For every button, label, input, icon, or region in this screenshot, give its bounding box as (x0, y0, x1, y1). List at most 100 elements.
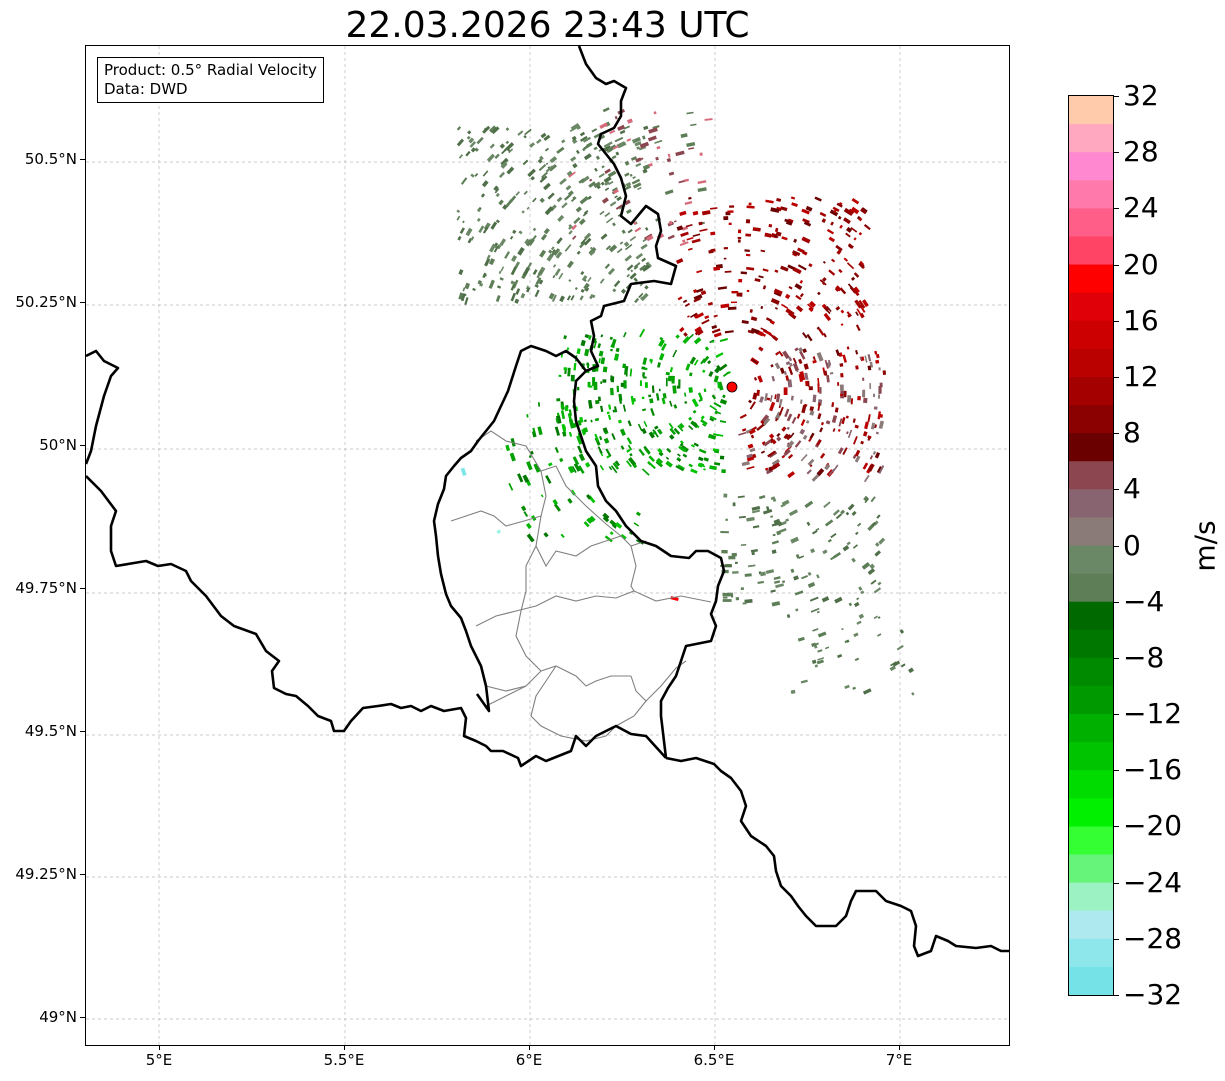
radar-echo-pixel (568, 431, 573, 437)
radar-echo-pixel (771, 549, 777, 554)
radar-echo-pixel (808, 437, 812, 443)
radar-echo-pixel (585, 142, 593, 148)
radar-echo-pixel (680, 133, 688, 139)
colorbar-segment (1069, 152, 1113, 181)
radar-echo-pixel (863, 495, 869, 502)
radar-echo-pixel (846, 541, 851, 546)
radar-echo-pixel (488, 125, 497, 133)
radar-echo-pixel (690, 312, 698, 318)
radar-echo-pixel (599, 122, 608, 129)
radar-echo-pixel (458, 292, 464, 300)
radar-echo-pixel (568, 409, 572, 416)
radar-echo-pixel (711, 324, 718, 330)
radar-echo-pixel (867, 354, 872, 362)
radar-echo-pixel (541, 171, 548, 179)
radar-echo-pixel (614, 195, 618, 199)
radar-echo-pixel (560, 410, 566, 420)
radar-echo-pixel (839, 224, 843, 229)
radar-echo-pixel (644, 382, 648, 388)
radar-echo-pixel (572, 456, 580, 466)
radar-echo-pixel (843, 217, 851, 225)
radar-echo-pixel (850, 398, 854, 405)
radar-echo-pixel (498, 199, 504, 206)
radar-echo-pixel (771, 521, 781, 527)
radar-echo-pixel (664, 189, 674, 196)
radar-echo-pixel (867, 568, 876, 576)
radar-echo-pixel (770, 364, 774, 368)
radar-echo-pixel (731, 291, 739, 294)
radar-echo-pixel (522, 266, 530, 277)
radar-echo-pixel (713, 375, 719, 383)
radar-echo-pixel (799, 350, 806, 360)
radar-echo-pixel (633, 182, 642, 189)
radar-echo-pixel (788, 356, 793, 362)
colorbar-segment (1069, 264, 1113, 294)
radar-echo-pixel (509, 235, 514, 240)
radar-echo-pixel (532, 269, 538, 276)
radar-echo-pixel (855, 531, 859, 536)
radar-echo-pixel (835, 244, 843, 252)
colorbar-segment (1069, 517, 1113, 547)
radar-echo-pixel (856, 620, 862, 625)
radar-echo-pixel (640, 157, 644, 161)
radar-echo-pixel (632, 176, 636, 179)
radar-echo-pixel (551, 294, 557, 302)
radar-echo-pixel (641, 396, 645, 400)
lat-tick-label: 50°N (39, 436, 77, 455)
radar-echo-pixel (545, 162, 549, 166)
radar-echo-pixel (551, 246, 555, 251)
radar-echo-pixel (723, 216, 729, 221)
radar-echo-pixel (774, 227, 779, 233)
radar-echo-pixel (820, 452, 826, 459)
radar-echo-pixel (719, 338, 728, 343)
radar-echo-pixel (597, 396, 601, 402)
colorbar-segment (1069, 236, 1113, 266)
radar-echo-pixel (510, 292, 517, 302)
radar-echo-pixel (652, 429, 659, 438)
radar-echo-pixel (616, 196, 622, 202)
radar-echo-pixel (613, 353, 620, 361)
radar-echo-pixel (811, 529, 818, 535)
radar-echo-pixel (620, 445, 625, 450)
lon-tick-mark (714, 1046, 715, 1050)
radar-map[interactable] (86, 46, 1010, 1046)
radar-echo-pixel (642, 357, 648, 366)
radar-echo-pixel (829, 372, 834, 375)
radar-echo-pixel (614, 136, 624, 143)
radar-echo-pixel (739, 413, 747, 419)
radar-echo-pixel (790, 568, 795, 573)
radar-echo-pixel (612, 145, 619, 150)
radar-echo-pixel (882, 370, 887, 375)
colorbar-tick-label: −28 (1123, 921, 1183, 955)
radar-echo-pixel (714, 410, 719, 415)
radar-echo-pixel (817, 291, 821, 296)
radar-echo-pixel (575, 206, 582, 213)
radar-echo-pixel (491, 126, 500, 135)
radar-echo-pixel (793, 575, 799, 581)
radar-echo-pixel (708, 371, 714, 377)
radar-echo-pixel (817, 649, 823, 653)
radar-echo-pixel (773, 235, 779, 239)
radar-echo-pixel (469, 141, 477, 148)
radar-echo-pixel (524, 128, 532, 136)
radar-echo-pixel (756, 423, 765, 432)
radar-echo-pixel (690, 420, 699, 429)
radar-echo-pixel (699, 228, 708, 232)
map-panel[interactable] (85, 45, 1010, 1046)
radar-echo-pixel (764, 393, 768, 402)
radar-echo-pixel (676, 258, 684, 264)
radar-echo-pixel (697, 180, 707, 184)
radar-echo-pixel (780, 265, 789, 272)
radar-echo-pixel (821, 277, 827, 282)
radar-echo-pixel (515, 191, 521, 196)
radar-echo-pixel (604, 168, 611, 175)
radar-echo-pixel (745, 253, 751, 257)
radar-echo-pixel (748, 428, 756, 435)
radar-echo-pixel (595, 155, 601, 161)
radar-echo-pixel (532, 227, 537, 232)
radar-echo-pixel (669, 427, 676, 436)
radar-echo-pixel (558, 272, 564, 280)
radar-echo-pixel (602, 107, 610, 113)
radar-echo-pixel (566, 295, 571, 301)
radar-echo-pixel (722, 592, 731, 597)
